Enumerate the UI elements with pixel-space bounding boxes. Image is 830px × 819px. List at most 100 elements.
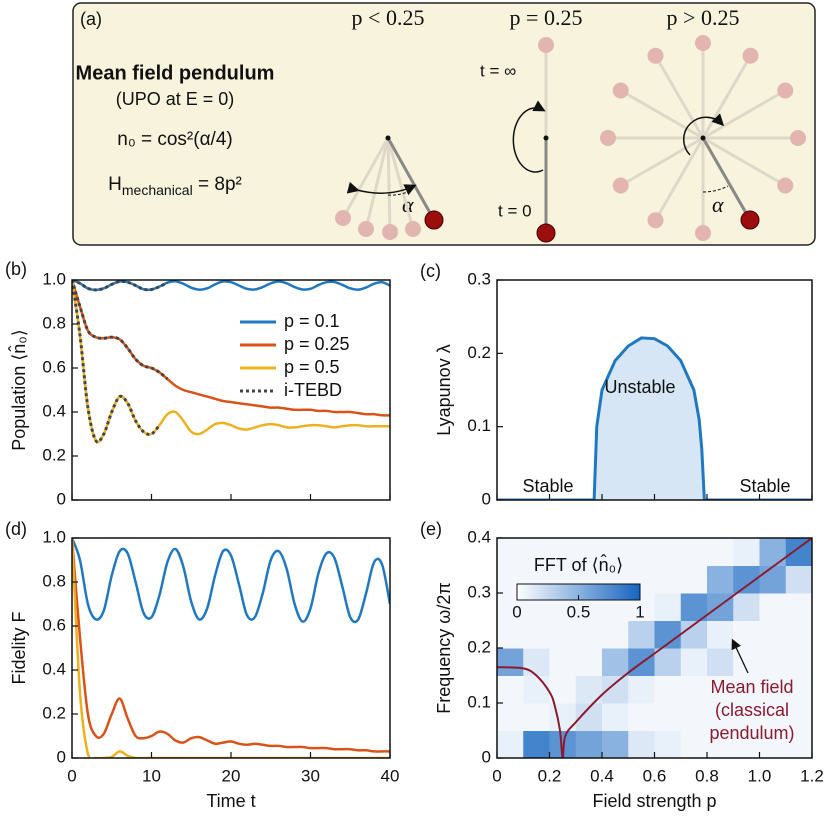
heat-cell — [654, 593, 682, 621]
heat-cell — [759, 620, 787, 649]
panel-label: (e) — [420, 519, 442, 539]
line — [72, 538, 390, 753]
y-tick-label: 0.2 — [467, 637, 491, 656]
case-label: p < 0.25 — [352, 5, 425, 30]
rod — [701, 137, 752, 221]
panel-label: (b) — [5, 259, 27, 279]
bob — [538, 37, 554, 53]
angle-arc — [702, 185, 729, 193]
heat-cell — [733, 620, 760, 649]
frame — [71, 279, 391, 501]
heat-cell — [707, 538, 734, 566]
heat-cell — [785, 538, 812, 566]
angle-arc — [387, 189, 413, 196]
heat-cell — [602, 703, 629, 731]
region-label: Stable — [522, 476, 573, 496]
diagram-subtitle: (UPO at E = 0) — [116, 89, 235, 109]
heat-cell — [497, 703, 524, 731]
heat-cell — [759, 538, 787, 566]
heat-cell — [497, 648, 524, 676]
bob-dark — [424, 210, 444, 230]
heat-cell — [523, 730, 550, 758]
bob-dark — [536, 223, 556, 243]
bob — [647, 47, 664, 64]
y-tick-label: 0.4 — [467, 527, 491, 546]
heat-cell — [523, 648, 550, 676]
heat-cell — [680, 538, 708, 566]
panel-label: (c) — [420, 261, 441, 281]
dotted-line — [72, 280, 169, 381]
line — [497, 336, 812, 500]
x-tick-label: 1.2 — [800, 766, 824, 785]
heat-cell — [602, 538, 629, 566]
formula-rest: = 8p² — [193, 174, 242, 195]
rod — [386, 137, 392, 233]
heat-cell — [523, 620, 550, 649]
heat-cell — [654, 703, 682, 731]
heat-cell — [680, 703, 708, 731]
rod — [341, 137, 390, 219]
panel-label: (d) — [5, 519, 27, 539]
heat-cell — [733, 675, 760, 704]
y-axis-label: Fidelity F — [9, 611, 29, 684]
heat-cell — [523, 703, 550, 731]
panel-label: (a) — [80, 9, 102, 29]
colorbar-tick-label: 0 — [512, 602, 521, 621]
heat-cell — [707, 730, 734, 758]
y-tick-label: 0.2 — [42, 703, 66, 722]
annotation: (classical — [715, 700, 789, 720]
colorbar-tick-label: 0.5 — [567, 602, 591, 621]
rotation-arrow — [683, 113, 725, 156]
heat-cell — [759, 593, 787, 621]
colorbar-tick-label: 1 — [635, 602, 644, 621]
x-tick-label: 0 — [67, 766, 76, 785]
x-tick-label: 0.2 — [538, 766, 562, 785]
heat-cell — [523, 675, 550, 704]
heat-cell — [602, 730, 629, 758]
bob — [358, 221, 374, 237]
line — [72, 538, 390, 624]
rotation-arrow — [512, 100, 546, 173]
bob — [382, 224, 398, 240]
x-tick-label: 20 — [222, 766, 241, 785]
heat-cell — [707, 703, 734, 731]
plot-area — [72, 538, 390, 758]
time-label: t = 0 — [498, 201, 532, 220]
rod — [386, 137, 436, 221]
case-label: p > 0.25 — [667, 5, 740, 30]
bob — [695, 225, 711, 241]
y-tick-label: 0 — [57, 489, 66, 508]
heat-cell — [759, 565, 787, 594]
heat-cell — [628, 538, 655, 566]
line — [497, 538, 812, 758]
pivot — [543, 135, 549, 141]
heat-cell — [628, 730, 655, 758]
heat-cell — [575, 538, 603, 566]
y-tick-label: 0.4 — [42, 659, 66, 678]
heat-cell — [759, 675, 787, 704]
heat-cell — [497, 730, 524, 758]
heat-cell — [575, 620, 603, 649]
area-fill — [497, 337, 812, 500]
y-tick-label: 0.1 — [467, 416, 491, 435]
bob — [777, 82, 794, 99]
legend-label: p = 0.25 — [284, 334, 350, 354]
heat-cell — [654, 675, 682, 704]
rod — [702, 89, 787, 140]
y-tick-label: 0.6 — [42, 357, 66, 376]
bob — [405, 221, 421, 237]
plot-area — [497, 538, 812, 758]
time-label: t = ∞ — [480, 61, 516, 80]
bob — [777, 177, 794, 194]
heat-cell — [733, 730, 760, 758]
bob-dark — [740, 210, 760, 230]
heat-cell — [759, 703, 787, 731]
y-tick-label: 0.3 — [467, 582, 491, 601]
formula-symbol: H — [108, 174, 122, 195]
angle-label: α — [712, 192, 724, 217]
x-axis-label: Time t — [206, 791, 255, 811]
heat-cell — [733, 648, 760, 676]
y-tick-label: 0.2 — [467, 343, 491, 362]
dotted-line — [72, 280, 169, 292]
heat-cell — [628, 620, 655, 649]
